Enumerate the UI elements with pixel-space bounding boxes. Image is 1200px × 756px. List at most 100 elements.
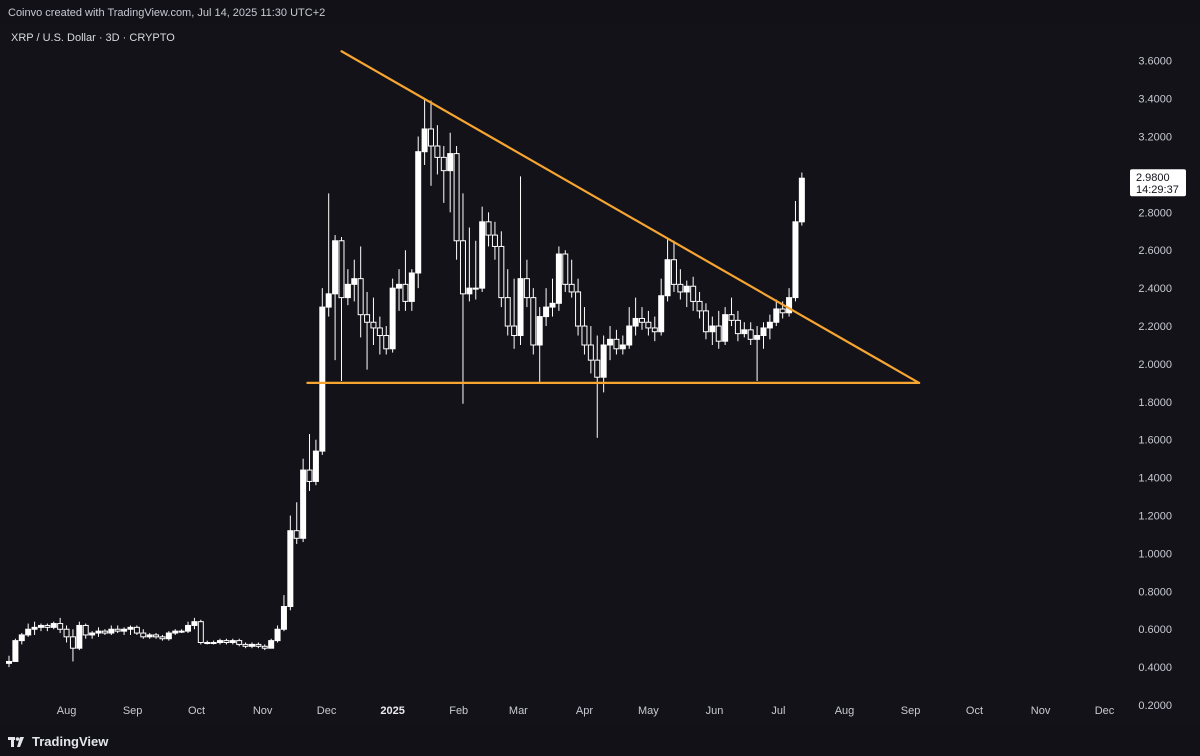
- candle-body: [248, 643, 255, 647]
- candle: [242, 642, 249, 649]
- price-tick-label: 1.4000: [1138, 473, 1172, 485]
- candle: [562, 250, 569, 292]
- candle: [293, 502, 300, 544]
- candle: [312, 439, 319, 486]
- candle: [178, 629, 185, 634]
- time-tick-label: Nov: [253, 705, 273, 717]
- candle-body: [773, 308, 780, 323]
- candle-body: [696, 300, 703, 312]
- price-tick-label: 3.4000: [1138, 94, 1172, 106]
- candle: [543, 288, 550, 327]
- candle-body: [734, 319, 741, 335]
- candle-body: [37, 624, 44, 628]
- candle: [664, 238, 671, 302]
- price-axis[interactable]: 0.2000 0.4000 0.6000 0.8000 1.0000 1.2000 1.40…: [1138, 56, 1172, 712]
- price-tick-label: 1.8000: [1138, 397, 1172, 409]
- candle: [121, 627, 128, 635]
- candle-body: [383, 335, 390, 350]
- candle: [690, 276, 697, 311]
- candle: [114, 625, 121, 634]
- candle-body: [210, 642, 217, 645]
- candle-body: [69, 636, 76, 649]
- chart-panel[interactable]: 0.2000 0.4000 0.6000 0.8000 1.0000 1.2000 1.40…: [0, 24, 1200, 726]
- candle-body: [517, 278, 524, 337]
- candle: [344, 269, 351, 306]
- candle-body: [63, 628, 70, 638]
- candle: [613, 329, 620, 355]
- candle: [792, 200, 799, 302]
- candle-body: [325, 293, 332, 308]
- candle-body: [332, 240, 339, 295]
- price-tick-label: 2.6000: [1138, 245, 1172, 257]
- candle: [459, 193, 466, 404]
- candle: [498, 231, 505, 308]
- candle: [466, 227, 473, 302]
- price-tick-label: 2.2000: [1138, 321, 1172, 333]
- candle: [428, 100, 435, 186]
- candle-body: [12, 640, 19, 662]
- time-axis[interactable]: Aug Sep Oct Nov Dec 2025 Feb Mar Apr May Jun Jul Aug…: [57, 705, 1115, 717]
- candle: [408, 269, 415, 311]
- candle-body: [95, 630, 102, 634]
- candle-body: [472, 287, 479, 290]
- candle: [140, 629, 147, 639]
- candle-body: [600, 344, 607, 378]
- candle: [798, 172, 805, 226]
- chart-credit: Coinvo created with TradingView.com, Jul…: [8, 7, 326, 19]
- candle: [504, 269, 511, 336]
- price-tick-label: 1.0000: [1138, 548, 1172, 560]
- candle: [626, 307, 633, 349]
- candle: [57, 617, 64, 634]
- candle-body: [6, 660, 12, 664]
- time-tick-label: Sep: [123, 705, 143, 717]
- candle: [261, 644, 268, 651]
- brand[interactable]: TradingView: [8, 734, 108, 749]
- candle-body: [242, 643, 249, 647]
- candle: [760, 322, 767, 349]
- candle: [587, 326, 594, 374]
- candle: [338, 236, 345, 381]
- candle: [50, 621, 57, 630]
- footer: TradingView: [0, 726, 1200, 756]
- candle-body: [549, 302, 556, 308]
- candle: [594, 335, 601, 438]
- candle: [632, 297, 639, 336]
- time-tick-label: Jun: [706, 705, 724, 717]
- candle: [479, 206, 486, 292]
- candle-body: [453, 153, 460, 242]
- candle: [165, 631, 172, 641]
- trendline-descending-resistance[interactable]: [340, 50, 921, 384]
- candle-body: [709, 325, 716, 333]
- symbol-title[interactable]: XRP / U.S. Dollar · 3D · CRYPTO: [11, 32, 175, 44]
- candle: [37, 623, 44, 632]
- candle: [63, 625, 70, 643]
- candle: [95, 627, 102, 637]
- candle: [555, 246, 562, 311]
- candle-body: [185, 624, 192, 632]
- candle-body: [159, 636, 166, 640]
- candle: [530, 288, 537, 355]
- candle: [383, 326, 390, 355]
- candle-body: [338, 240, 345, 299]
- candle-body: [645, 321, 652, 329]
- candle-body: [357, 278, 364, 316]
- candle-body: [280, 606, 287, 630]
- candle-body: [530, 297, 537, 346]
- candle-body: [677, 283, 684, 293]
- candle: [172, 629, 179, 635]
- candle-body: [798, 177, 805, 223]
- candle: [421, 98, 428, 165]
- candle: [268, 638, 275, 649]
- candle-body: [715, 325, 722, 342]
- candlestick-chart[interactable]: 0.2000 0.4000 0.6000 0.8000 1.0000 1.2000 1.40…: [0, 24, 1200, 726]
- candle: [204, 640, 211, 645]
- price-tick-label: 0.4000: [1138, 662, 1172, 674]
- candle-body: [370, 321, 377, 329]
- time-tick-label: May: [638, 705, 659, 717]
- candle: [280, 595, 287, 632]
- candle: [185, 621, 192, 634]
- last-price-value: 2.9800: [1136, 172, 1170, 184]
- candle-body: [702, 310, 709, 333]
- candle-body: [670, 259, 677, 285]
- candle-body: [587, 344, 594, 361]
